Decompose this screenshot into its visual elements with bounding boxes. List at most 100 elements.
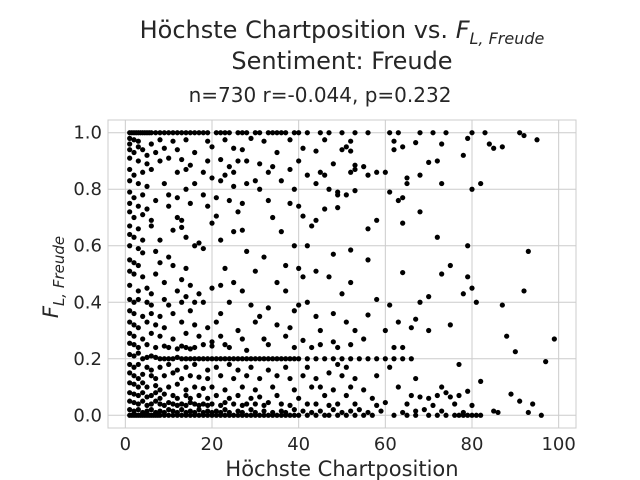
data-point: [317, 130, 323, 136]
data-point: [296, 203, 302, 209]
data-point: [140, 356, 146, 362]
data-point: [313, 217, 319, 223]
data-point: [235, 130, 241, 136]
data-point: [222, 137, 228, 143]
data-point: [148, 392, 154, 399]
data-point: [244, 356, 250, 362]
data-point: [244, 373, 250, 379]
data-point: [274, 412, 280, 418]
data-point: [192, 149, 198, 156]
data-point: [231, 401, 237, 407]
data-point: [257, 375, 263, 382]
data-point: [430, 402, 436, 408]
data-point: [291, 412, 297, 418]
data-point: [226, 299, 232, 305]
data-point: [352, 166, 358, 173]
y-tick-label: 1.0: [73, 123, 102, 144]
data-point: [157, 333, 163, 339]
data-point: [148, 407, 154, 413]
data-point: [252, 401, 258, 407]
data-point: [213, 364, 219, 370]
data-point: [209, 356, 215, 362]
data-point: [387, 364, 393, 370]
data-point: [335, 344, 341, 351]
data-point: [148, 223, 154, 229]
data-point: [144, 394, 150, 400]
data-point: [283, 333, 289, 339]
data-point: [222, 356, 228, 362]
data-point: [196, 130, 202, 136]
data-point: [434, 234, 440, 240]
data-point: [335, 401, 341, 407]
data-point: [127, 380, 133, 386]
data-point: [248, 412, 254, 418]
data-point: [330, 387, 336, 393]
data-point: [343, 144, 349, 150]
data-point: [140, 212, 146, 218]
data-point: [265, 399, 271, 406]
data-point: [278, 229, 284, 235]
data-point: [339, 291, 345, 297]
data-point: [300, 373, 306, 379]
data-point: [443, 130, 449, 136]
data-point: [439, 180, 445, 187]
data-point: [291, 130, 297, 136]
data-point: [205, 402, 211, 408]
data-point: [426, 159, 432, 165]
data-point: [261, 336, 267, 342]
data-point: [235, 158, 241, 164]
data-point: [304, 299, 310, 305]
data-point: [317, 342, 323, 348]
data-point: [296, 158, 302, 164]
data-point: [235, 408, 241, 414]
data-point: [131, 391, 137, 397]
data-point: [153, 271, 159, 277]
data-point: [270, 214, 276, 221]
data-point: [439, 384, 445, 390]
data-point: [313, 412, 319, 418]
data-point: [352, 401, 358, 407]
data-point: [213, 412, 219, 418]
data-point: [326, 402, 332, 408]
data-point: [456, 361, 462, 368]
data-point: [144, 408, 150, 414]
data-point: [170, 227, 176, 233]
data-point: [478, 412, 484, 418]
data-point: [127, 296, 133, 303]
data-point: [261, 412, 267, 418]
data-point: [465, 135, 471, 141]
data-point: [170, 130, 176, 136]
data-point: [200, 299, 206, 305]
data-point: [270, 164, 276, 170]
data-point: [469, 412, 475, 418]
data-point: [192, 384, 198, 390]
data-point: [222, 265, 228, 271]
data-point: [465, 412, 471, 418]
chart-subtitle: n=730 r=-0.044, p=0.232: [189, 83, 452, 107]
data-point: [170, 370, 176, 376]
data-point: [218, 310, 224, 317]
data-point: [135, 226, 141, 232]
data-point: [127, 200, 133, 206]
data-point: [170, 412, 176, 418]
data-point: [400, 344, 406, 351]
data-point: [356, 407, 362, 413]
data-point: [187, 346, 193, 352]
data-point: [144, 206, 150, 212]
data-point: [365, 172, 371, 178]
data-point: [153, 248, 159, 254]
data-point: [196, 392, 202, 399]
data-point: [313, 268, 319, 274]
data-point: [131, 353, 137, 359]
data-point: [270, 130, 276, 136]
data-point: [460, 412, 466, 418]
data-point: [374, 402, 380, 408]
data-point: [348, 356, 354, 362]
data-point: [283, 364, 289, 370]
data-point: [213, 392, 219, 399]
data-point: [287, 356, 293, 362]
data-point: [434, 392, 440, 399]
data-point: [313, 148, 319, 154]
data-point: [135, 344, 141, 351]
data-point: [404, 412, 410, 418]
